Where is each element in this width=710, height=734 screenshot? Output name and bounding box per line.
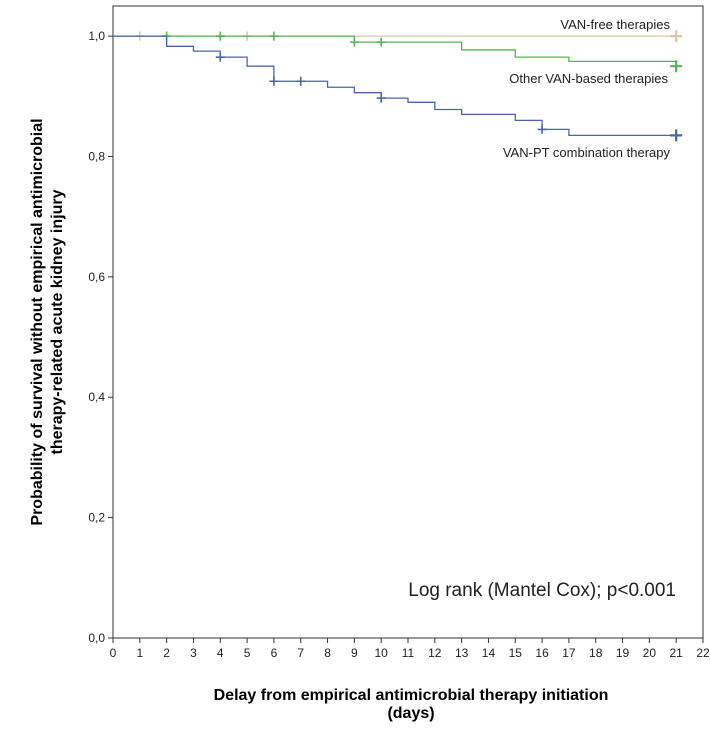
x-tick-label: 11 xyxy=(402,646,415,660)
censor-mark-1 xyxy=(376,37,386,47)
censor-mark-0 xyxy=(670,30,683,43)
censor-mark-1 xyxy=(215,31,225,41)
x-tick-label: 12 xyxy=(428,646,442,660)
y-axis-title-line-1: Probability of survival without empirica… xyxy=(29,118,46,525)
x-tick-label: 20 xyxy=(643,646,657,660)
y-tick-label: 0,4 xyxy=(88,390,105,404)
x-axis-title-line-1: Delay from empirical antimicrobial thera… xyxy=(214,687,609,704)
censor-mark-2 xyxy=(215,52,225,62)
x-tick-label: 2 xyxy=(163,646,170,660)
censor-mark-1 xyxy=(670,60,683,73)
series-line-2 xyxy=(113,35,677,137)
x-tick-label: 3 xyxy=(190,646,197,660)
x-tick-label: 0 xyxy=(110,646,117,660)
x-tick-label: 13 xyxy=(455,646,469,660)
x-tick-label: 16 xyxy=(535,646,549,660)
y-tick-label: 0,2 xyxy=(88,511,105,525)
y-tick-label: 0,0 xyxy=(88,631,105,645)
series-label-van-free: VAN-free therapies xyxy=(560,17,670,32)
y-axis-title-line-2: therapy-related acute kidney injury xyxy=(49,189,66,454)
x-tick-label: 4 xyxy=(217,646,224,660)
x-tick-label: 5 xyxy=(244,646,251,660)
labels-layer: VAN-free therapies Other VAN-based thera… xyxy=(29,17,676,722)
y-tick-label: 0,6 xyxy=(88,270,105,284)
log-rank-annotation: Log rank (Mantel Cox); p<0.001 xyxy=(408,580,676,601)
y-tick-label: 1,0 xyxy=(88,29,105,43)
x-tick-label: 21 xyxy=(670,646,684,660)
censor-mark-2 xyxy=(670,129,683,142)
x-axis-title-line-2: (days) xyxy=(387,705,434,722)
x-tick-label: 18 xyxy=(589,646,603,660)
x-tick-label: 19 xyxy=(616,646,630,660)
x-tick-label: 9 xyxy=(351,646,358,660)
x-tick-label: 6 xyxy=(271,646,278,660)
series-layer xyxy=(113,30,683,142)
x-tick-label: 1 xyxy=(136,646,143,660)
series-label-van-pt: VAN-PT combination therapy xyxy=(503,145,671,160)
censor-mark-2 xyxy=(296,76,306,86)
x-tick-label: 22 xyxy=(696,646,710,660)
censor-mark-2 xyxy=(269,76,279,86)
x-tick-label: 10 xyxy=(375,646,389,660)
x-tick-label: 8 xyxy=(324,646,331,660)
x-tick-label: 17 xyxy=(562,646,576,660)
censor-mark-1 xyxy=(269,31,279,41)
x-tick-label: 14 xyxy=(482,646,496,660)
censor-mark-2 xyxy=(376,93,386,103)
y-tick-label: 0,8 xyxy=(88,149,105,163)
x-tick-label: 15 xyxy=(509,646,523,660)
axes: 0 1 2 3 4 5 6 7 8 9 10 11 12 13 14 15 16 17 18 19 20 21 220,00… xyxy=(88,5,710,660)
censor-mark-1 xyxy=(349,37,359,47)
censor-mark-2 xyxy=(537,124,547,134)
x-tick-label: 7 xyxy=(297,646,304,660)
series-label-other-van: Other VAN-based therapies xyxy=(509,71,668,86)
